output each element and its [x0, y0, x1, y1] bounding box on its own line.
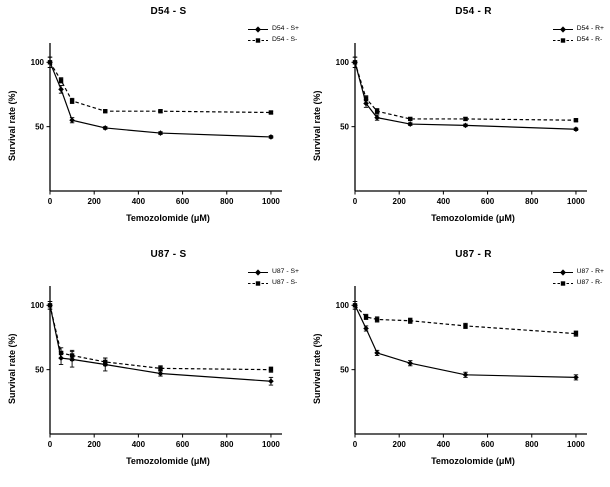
svg-text:600: 600	[481, 197, 495, 206]
legend-item: D54 - R-	[552, 35, 604, 45]
svg-text:600: 600	[481, 440, 495, 449]
chart-title: D54 - S	[150, 6, 187, 17]
svg-text:1000: 1000	[262, 440, 280, 449]
svg-text:1000: 1000	[567, 197, 585, 206]
legend-item: D54 - R+	[552, 24, 604, 34]
svg-text:200: 200	[393, 197, 407, 206]
legend-label: D54 - R+	[576, 25, 604, 32]
chart-panel-u87-s: U87 - S U87 - S+ U87 - S- Survival rate …	[0, 243, 305, 487]
svg-text:400: 400	[437, 440, 451, 449]
solid-line-diamond-marker-icon	[552, 25, 573, 33]
legend-label: D54 - S-	[271, 36, 298, 43]
legend: U87 - S+ U87 - S-	[247, 267, 299, 289]
plot-area: 0 200 400 600 800 1000 50 100	[336, 286, 587, 449]
chart-title: U87 - R	[455, 249, 492, 260]
plot-area: 0 200 400 600 800 1000 50 100	[31, 43, 282, 206]
chart-title: D54 - R	[455, 6, 492, 17]
svg-text:800: 800	[220, 197, 234, 206]
y-axis-label: Survival rate (%)	[312, 333, 322, 405]
legend-item: U87 - S+	[247, 267, 299, 277]
legend-label: D54 - S+	[271, 25, 299, 32]
dashed-line-square-marker-icon	[247, 280, 268, 286]
plot-wrap: Survival rate (%) 0 200 400 600 800 1000 50 100	[309, 37, 610, 215]
plot-wrap: Survival rate (%) 0 200 400 600 800 1000 50 100	[4, 280, 305, 458]
chart-panel-u87-r: U87 - R U87 - R+ U87 - R- Survival rate …	[305, 243, 610, 487]
svg-text:0: 0	[353, 440, 358, 449]
legend-item: U87 - R+	[552, 267, 604, 277]
svg-text:600: 600	[176, 440, 190, 449]
chart-panel-d54-r: D54 - R D54 - R+ D54 - R- Survival rate …	[305, 0, 610, 243]
svg-text:600: 600	[176, 197, 190, 206]
svg-text:800: 800	[525, 440, 539, 449]
solid-line-diamond-marker-icon	[247, 25, 268, 33]
svg-text:1000: 1000	[567, 440, 585, 449]
svg-text:800: 800	[525, 197, 539, 206]
legend-item: U87 - S-	[247, 278, 299, 288]
legend-label: D54 - R-	[576, 36, 603, 43]
svg-text:50: 50	[35, 365, 44, 374]
dashed-line-square-marker-icon	[247, 37, 268, 43]
x-axis-label: Temozolomide (μM)	[431, 213, 515, 223]
dashed-line-square-marker-icon	[552, 280, 573, 286]
x-axis-label: Temozolomide (μM)	[126, 213, 210, 223]
legend-item: U87 - R-	[552, 278, 604, 288]
plot-area: 0 200 400 600 800 1000 50 100	[31, 286, 282, 449]
plot-area: 0 200 400 600 800 1000 50 100	[336, 43, 587, 206]
svg-text:50: 50	[340, 122, 349, 131]
svg-text:200: 200	[88, 440, 102, 449]
y-axis-label: Survival rate (%)	[7, 90, 17, 162]
chart-title: U87 - S	[150, 249, 187, 260]
svg-text:100: 100	[336, 301, 350, 310]
legend-item: D54 - S-	[247, 35, 299, 45]
svg-text:200: 200	[88, 197, 102, 206]
svg-text:50: 50	[340, 365, 349, 374]
solid-line-diamond-marker-icon	[552, 268, 573, 276]
legend-label: U87 - R+	[576, 268, 604, 275]
legend-item: D54 - S+	[247, 24, 299, 34]
x-axis-label: Temozolomide (μM)	[126, 456, 210, 466]
x-axis-label: Temozolomide (μM)	[431, 456, 515, 466]
svg-text:1000: 1000	[262, 197, 280, 206]
svg-text:100: 100	[31, 301, 45, 310]
chart-panel-d54-s: D54 - S D54 - S+ D54 - S- Survival rate …	[0, 0, 305, 243]
plot-wrap: Survival rate (%) 0 200 400 600 800 1000 50 100	[309, 280, 610, 458]
y-axis-label: Survival rate (%)	[312, 90, 322, 162]
legend: D54 - R+ D54 - R-	[552, 24, 604, 46]
svg-text:400: 400	[132, 440, 146, 449]
legend-label: U87 - R-	[576, 279, 603, 286]
legend: D54 - S+ D54 - S-	[247, 24, 299, 46]
plot-wrap: Survival rate (%) 0 200 400 600 800 1000 50 100	[4, 37, 305, 215]
legend-label: U87 - S-	[271, 279, 298, 286]
svg-text:0: 0	[353, 197, 358, 206]
svg-text:200: 200	[393, 440, 407, 449]
svg-text:100: 100	[336, 58, 350, 67]
solid-line-diamond-marker-icon	[247, 268, 268, 276]
dashed-line-square-marker-icon	[552, 37, 573, 43]
svg-text:0: 0	[48, 197, 53, 206]
svg-text:0: 0	[48, 440, 53, 449]
y-axis-label: Survival rate (%)	[7, 333, 17, 405]
legend-label: U87 - S+	[271, 268, 299, 275]
svg-text:800: 800	[220, 440, 234, 449]
svg-text:400: 400	[437, 197, 451, 206]
svg-text:50: 50	[35, 122, 44, 131]
legend: U87 - R+ U87 - R-	[552, 267, 604, 289]
svg-text:100: 100	[31, 58, 45, 67]
svg-text:400: 400	[132, 197, 146, 206]
